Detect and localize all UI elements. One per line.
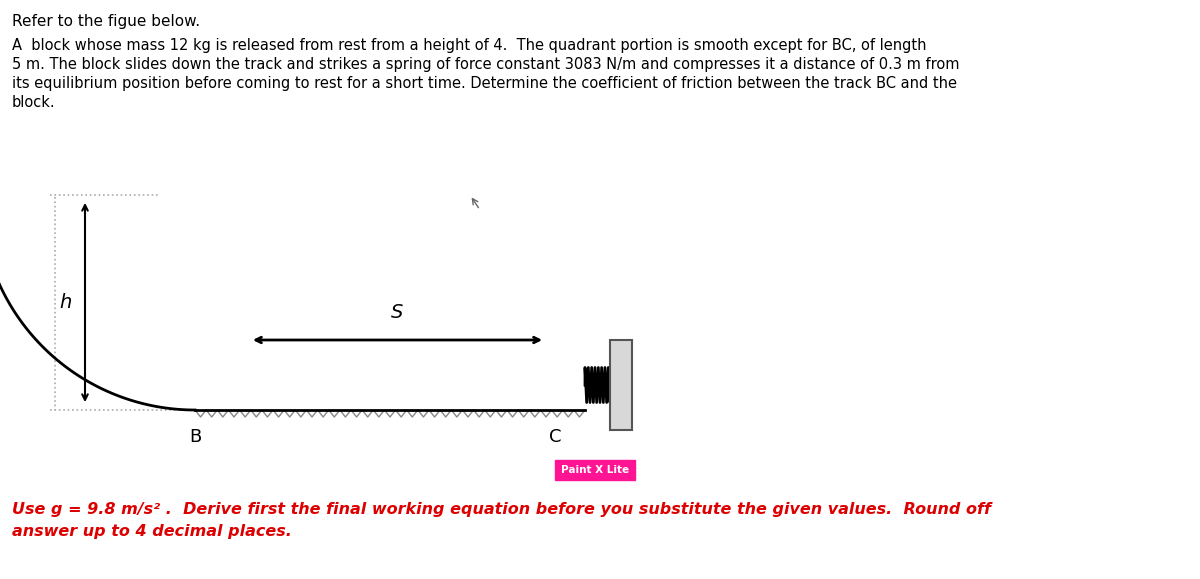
Text: B: B [188,428,202,446]
Text: its equilibrium position before coming to rest for a short time. Determine the c: its equilibrium position before coming t… [12,76,958,91]
Text: Refer to the figue below.: Refer to the figue below. [12,14,200,29]
Bar [554,460,635,480]
Text: Use g = 9.8 m/s² .  Derive first the final working equation before you substitut: Use g = 9.8 m/s² . Derive first the fina… [12,502,991,517]
Text: C: C [548,428,562,446]
Bar [610,340,632,430]
Text: block.: block. [12,95,55,110]
Text: S: S [391,303,403,322]
Text: A  block whose mass 12 kg is released from rest from a height of 4.  The quadran: A block whose mass 12 kg is released fro… [12,38,926,53]
Text: h: h [59,293,71,312]
Text: answer up to 4 decimal places.: answer up to 4 decimal places. [12,524,292,539]
Text: Paint X Lite: Paint X Lite [560,465,629,475]
Text: 5 m. The block slides down the track and strikes a spring of force constant 3083: 5 m. The block slides down the track and… [12,57,960,72]
